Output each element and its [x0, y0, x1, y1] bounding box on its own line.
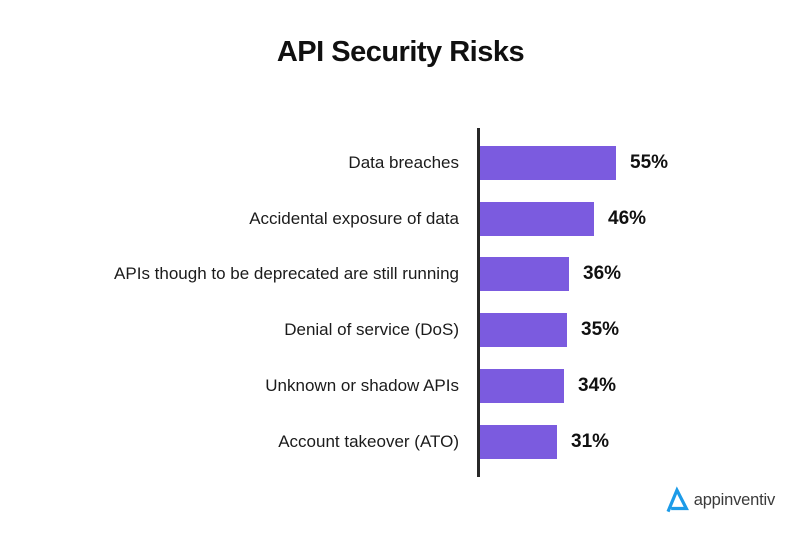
bar-zone: 36% [480, 257, 622, 292]
chart-row: Unknown or shadow APIs 34% [0, 358, 801, 414]
bar [480, 313, 567, 348]
bar [480, 201, 594, 236]
bar [480, 369, 564, 404]
category-label: Account takeover (ATO) [278, 431, 459, 451]
appinventiv-logo: appinventiv [664, 486, 775, 514]
y-axis-line [477, 128, 480, 477]
bar-chart: Data breaches 55% Accidental exposure of… [0, 135, 801, 470]
bar [480, 257, 569, 292]
category-label: Data breaches [348, 152, 459, 172]
category-label: APIs though to be deprecated are still r… [114, 264, 459, 284]
value-label: 55% [630, 151, 669, 173]
bar-zone: 34% [480, 369, 617, 404]
value-label: 46% [608, 207, 647, 229]
chart-row: Denial of service (DoS) 35% [0, 302, 801, 358]
chart-row: Data breaches 55% [0, 135, 801, 191]
chart-row: APIs though to be deprecated are still r… [0, 247, 801, 303]
chart-row: Account takeover (ATO) 31% [0, 414, 801, 470]
appinventiv-logo-text: appinventiv [693, 490, 775, 509]
category-label: Denial of service (DoS) [284, 320, 459, 340]
value-label: 31% [571, 430, 610, 452]
appinventiv-triangle-icon [666, 486, 689, 513]
value-label: 35% [581, 319, 620, 341]
bar [480, 424, 557, 459]
value-label: 34% [578, 375, 617, 397]
bar-zone: 31% [480, 424, 610, 459]
bar-zone: 46% [480, 201, 647, 236]
chart-row: Accidental exposure of data 46% [0, 191, 801, 247]
bar [480, 145, 616, 180]
value-label: 36% [583, 263, 622, 285]
chart-title: API Security Risks [276, 36, 525, 68]
category-label: Accidental exposure of data [249, 208, 459, 228]
bar-zone: 55% [480, 145, 669, 180]
bar-zone: 35% [480, 313, 620, 348]
category-label: Unknown or shadow APIs [265, 376, 459, 396]
